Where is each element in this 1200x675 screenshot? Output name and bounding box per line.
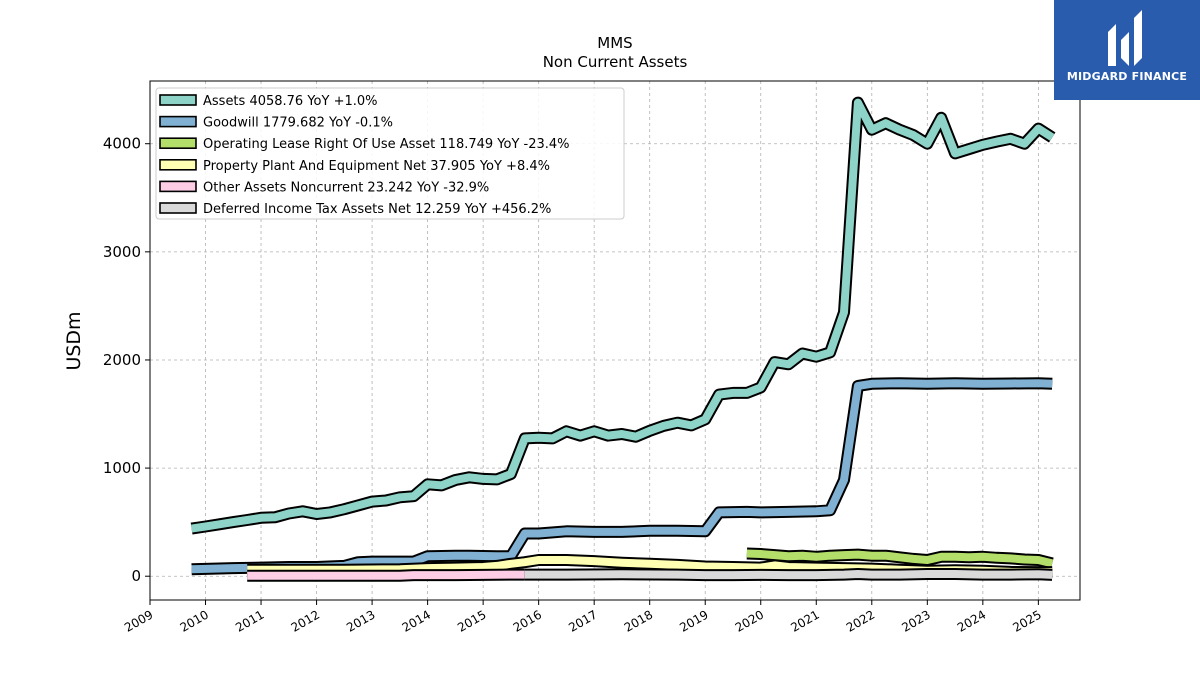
x-tick-label: 2020	[733, 607, 766, 634]
legend-item-3: Property Plant And Equipment Net 37.905 …	[159, 159, 550, 174]
series-1	[191, 377, 1053, 576]
brand-name: MIDGARD FINANCE	[1066, 70, 1188, 83]
legend-swatch	[159, 159, 197, 171]
series-line	[524, 570, 1053, 580]
x-tick-label: 2018	[622, 607, 655, 634]
x-tick-label: 2023	[899, 607, 932, 634]
legend-swatch	[159, 137, 197, 149]
y-tick-label: 4000	[103, 135, 141, 153]
x-tick-label: 2021	[788, 607, 821, 634]
y-tick-label: 3000	[103, 243, 141, 261]
legend-item-2: Operating Lease Right Of Use Asset 118.7…	[159, 137, 570, 152]
x-axis: 2009 2010 2011 2012 2013 2014 2015 2016 2017 2018…	[122, 600, 1044, 635]
legend-box	[155, 87, 625, 220]
series-lines	[190, 96, 1056, 582]
x-tick-label: 2015	[455, 607, 488, 634]
brand-logo: MIDGARD FINANCE	[1054, 0, 1200, 100]
series-5	[524, 568, 1053, 582]
series-line	[191, 379, 1053, 574]
series-line	[191, 98, 1055, 533]
x-tick-label: 2010	[178, 607, 211, 634]
chart-subtitle: Non Current Assets	[543, 53, 688, 71]
y-tick-label: 0	[131, 567, 141, 585]
chart-title: MMS	[597, 34, 632, 52]
series-line	[746, 549, 1054, 568]
x-tick-label: 2009	[122, 607, 155, 634]
x-tick-label: 2013	[344, 607, 377, 634]
x-tick-label: 2016	[511, 607, 544, 634]
x-tick-label: 2024	[955, 607, 988, 634]
series-2	[746, 547, 1054, 570]
grid-lines	[149, 81, 1080, 600]
brand-mark-icon	[1108, 10, 1142, 66]
x-tick-label: 2022	[844, 607, 877, 634]
x-tick-label: 2011	[233, 607, 266, 634]
legend-swatch	[159, 180, 197, 193]
y-tick-label: 1000	[103, 459, 141, 477]
x-tick-label: 2025	[1010, 607, 1043, 634]
series-0	[190, 96, 1056, 535]
x-tick-label: 2017	[566, 607, 599, 634]
legend-item-1: Goodwill 1779.682 YoY -0.1%	[159, 115, 393, 131]
y-axis: 0 1000 2000 3000 4000	[103, 135, 150, 585]
y-tick-label: 2000	[103, 351, 141, 369]
legend-swatch	[159, 94, 197, 106]
legend-swatch	[159, 202, 197, 214]
x-tick-label: 2019	[677, 607, 710, 634]
legend-label: Deferred Income Tax Assets Net 12.259 Yo…	[203, 202, 551, 217]
legend-label: Goodwill 1779.682 YoY -0.1%	[203, 116, 393, 131]
y-axis-label: USDm	[63, 311, 85, 370]
series-4	[247, 568, 525, 582]
series-line	[247, 570, 525, 580]
legend-label: Assets 4058.76 YoY +1.0%	[203, 94, 378, 109]
series-line-outline	[191, 377, 1053, 576]
legend-label: Property Plant And Equipment Net 37.905 …	[203, 159, 550, 174]
legend-item-5: Deferred Income Tax Assets Net 12.259 Yo…	[159, 202, 551, 217]
legend-item-4: Other Assets Noncurrent 23.242 YoY -32.9…	[159, 180, 489, 195]
legend-label: Operating Lease Right Of Use Asset 118.7…	[203, 137, 570, 152]
legend-label: Other Assets Noncurrent 23.242 YoY -32.9…	[203, 180, 489, 195]
plot-frame	[149, 80, 1081, 601]
x-tick-label: 2012	[289, 607, 322, 634]
legend: Assets 4058.76 YoY +1.0% Goodwill 1779.68…	[155, 87, 625, 220]
legend-swatch	[159, 115, 197, 128]
x-tick-label: 2014	[400, 607, 433, 634]
legend-item-0: Assets 4058.76 YoY +1.0%	[159, 94, 378, 109]
